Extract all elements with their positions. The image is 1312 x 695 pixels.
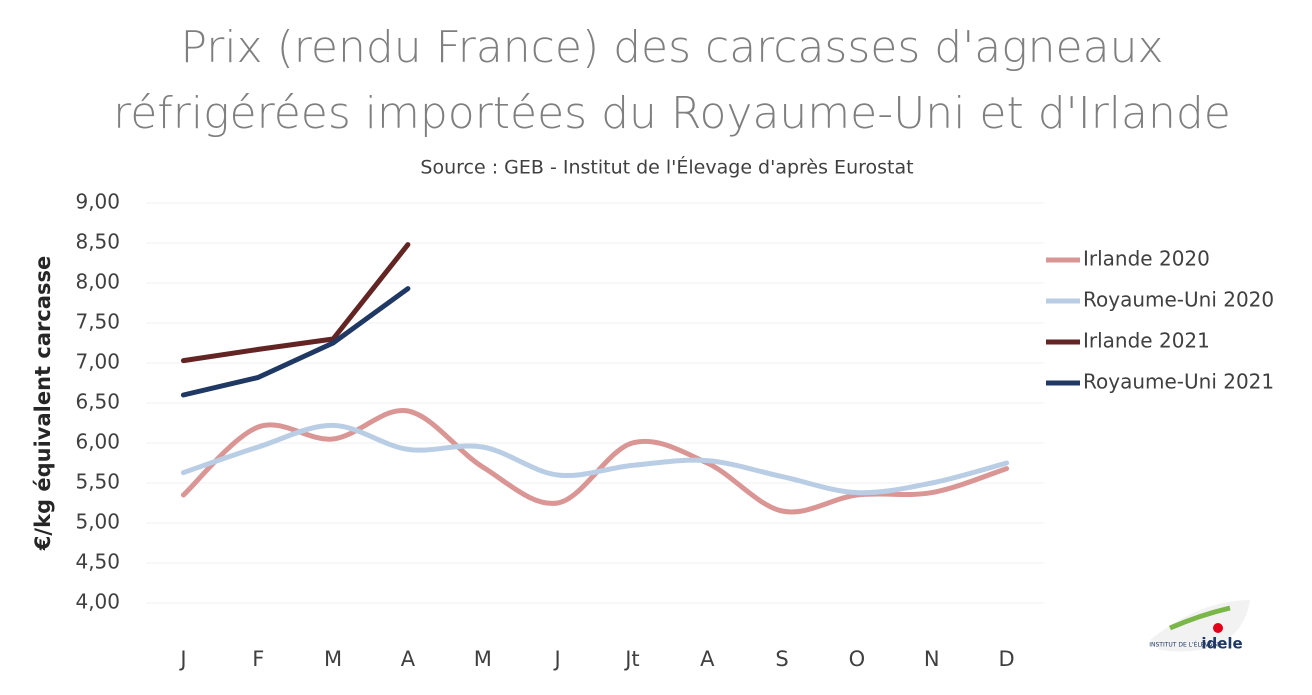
x-tick-label: M <box>474 647 492 671</box>
y-tick-label: 8,50 <box>75 230 120 254</box>
y-tick-label: 7,00 <box>75 350 120 374</box>
logo-swoosh <box>1169 605 1231 631</box>
chart-subtitle: Source : GEB - Institut de l'Élevage d'a… <box>420 156 913 179</box>
chart-title: réfrigérées importées du Royaume-Uni et … <box>113 88 1231 139</box>
x-tick-label: N <box>924 647 940 671</box>
x-tick-label: F <box>252 647 264 671</box>
x-tick-label: A <box>700 647 715 671</box>
y-tick-label: 9,00 <box>75 190 120 214</box>
logo: INSTITUT DE L'ÉLEVAGE idele <box>1149 600 1250 653</box>
chart-title: Prix (rendu France) des carcasses d'agne… <box>180 22 1163 73</box>
y-tick-label: 7,50 <box>75 310 120 334</box>
y-tick-label: 4,50 <box>75 550 120 574</box>
x-tick-label: A <box>401 647 416 671</box>
line-series <box>180 242 411 364</box>
y-tick-label: 5,50 <box>75 470 120 494</box>
line-series <box>180 286 411 398</box>
y-axis-label: €/kg équivalent carcasse <box>31 256 55 551</box>
y-tick-label: 5,00 <box>75 510 120 534</box>
x-tick-label: J <box>178 647 186 671</box>
x-tick-label: D <box>998 647 1014 671</box>
logo-dot <box>1213 623 1223 633</box>
line-series <box>180 422 1010 496</box>
legend-label: Irlande 2021 <box>1083 329 1210 353</box>
y-tick-label: 6,50 <box>75 390 120 414</box>
x-tick-label: M <box>324 647 342 671</box>
y-tick-label: 8,00 <box>75 270 120 294</box>
legend-label: Royaume-Uni 2021 <box>1083 370 1274 394</box>
logo-shape <box>1150 600 1250 652</box>
y-tick-label: 6,00 <box>75 430 120 454</box>
legend-label: Irlande 2020 <box>1083 247 1210 271</box>
logo-small: INSTITUT DE L'ÉLEVAGE <box>1149 641 1221 649</box>
x-tick-label: J <box>552 647 560 671</box>
y-tick-label: 4,00 <box>75 590 120 614</box>
x-tick-label: O <box>849 647 866 671</box>
x-tick-label: Jt <box>623 647 639 671</box>
logo-name: idele <box>1201 635 1242 653</box>
legend-label: Royaume-Uni 2020 <box>1083 288 1274 312</box>
x-tick-label: S <box>775 647 788 671</box>
